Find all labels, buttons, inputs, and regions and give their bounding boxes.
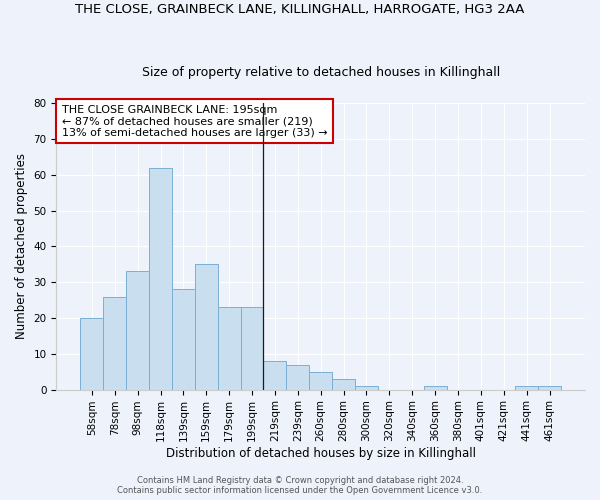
Bar [126, 272, 149, 390]
Bar [218, 308, 241, 390]
Title: Size of property relative to detached houses in Killinghall: Size of property relative to detached ho… [142, 66, 500, 78]
Bar [263, 361, 286, 390]
Bar [538, 386, 561, 390]
Y-axis label: Number of detached properties: Number of detached properties [15, 154, 28, 340]
Text: THE CLOSE GRAINBECK LANE: 195sqm
← 87% of detached houses are smaller (219)
13% : THE CLOSE GRAINBECK LANE: 195sqm ← 87% o… [62, 104, 328, 138]
Bar [286, 364, 309, 390]
Bar [515, 386, 538, 390]
Bar [195, 264, 218, 390]
X-axis label: Distribution of detached houses by size in Killinghall: Distribution of detached houses by size … [166, 447, 476, 460]
Bar [309, 372, 332, 390]
Bar [103, 296, 126, 390]
Bar [172, 290, 195, 390]
Bar [355, 386, 378, 390]
Bar [80, 318, 103, 390]
Bar [241, 308, 263, 390]
Text: Contains HM Land Registry data © Crown copyright and database right 2024.
Contai: Contains HM Land Registry data © Crown c… [118, 476, 482, 495]
Bar [149, 168, 172, 390]
Bar [332, 379, 355, 390]
Bar [424, 386, 446, 390]
Text: THE CLOSE, GRAINBECK LANE, KILLINGHALL, HARROGATE, HG3 2AA: THE CLOSE, GRAINBECK LANE, KILLINGHALL, … [76, 2, 524, 16]
